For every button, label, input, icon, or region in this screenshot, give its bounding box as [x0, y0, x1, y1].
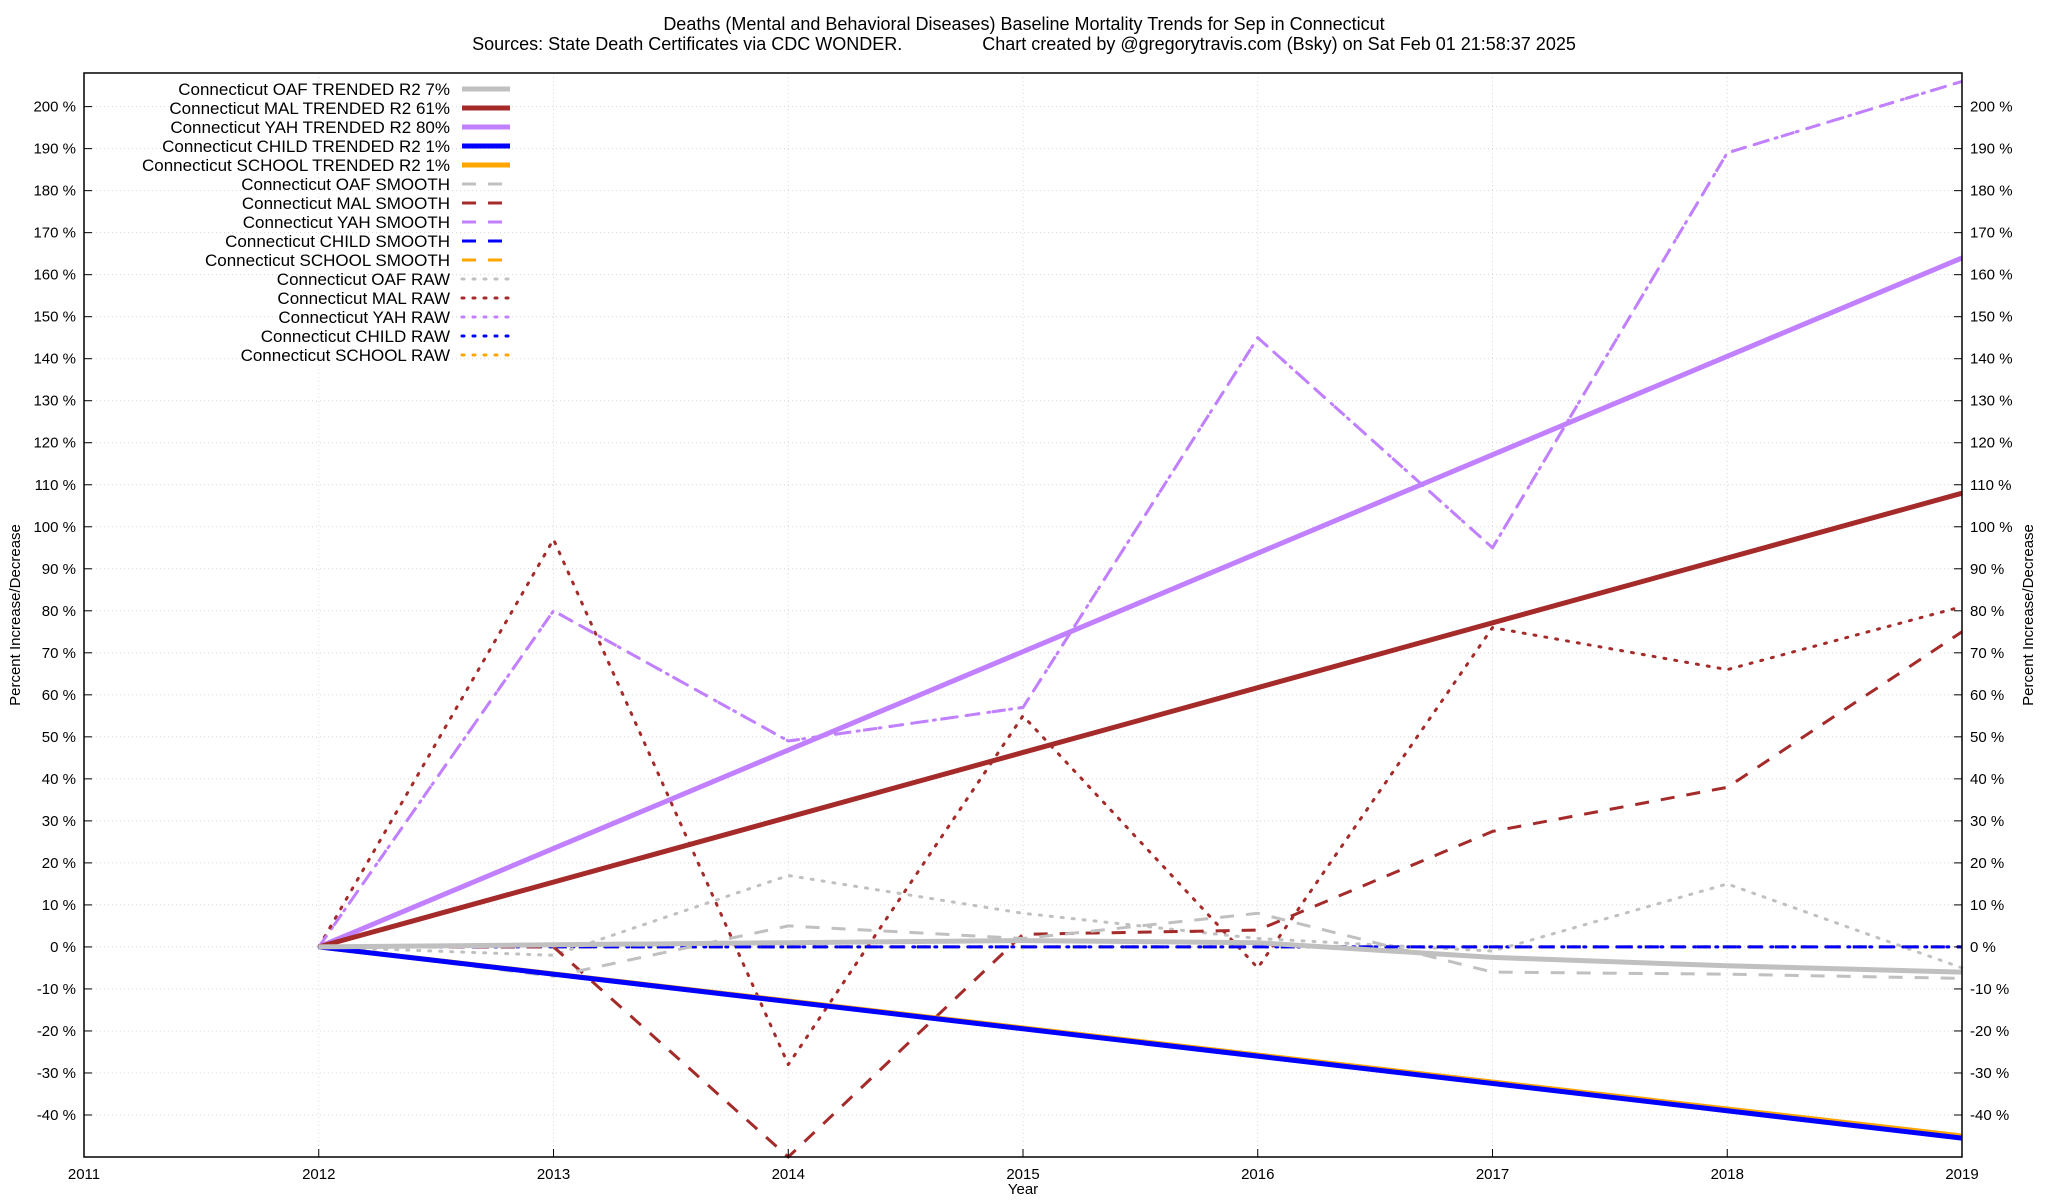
y-tick-label: 120 %	[33, 435, 76, 452]
series-line	[318, 490, 1963, 950]
y-tick-label: 90 %	[42, 561, 76, 578]
y-tick-label: -40 %	[37, 1107, 76, 1124]
y2-tick-label: 20 %	[1970, 855, 2004, 872]
legend-label: Connecticut SCHOOL SMOOTH	[205, 251, 450, 270]
series-lines	[317, 79, 1964, 1159]
y-tick-label: 200 %	[33, 99, 76, 116]
y2-axis-label: Percent Increase/Decrease	[2020, 524, 2037, 706]
y2-tick-label: 110 %	[1970, 477, 2011, 494]
series-line	[317, 537, 1964, 1067]
chart-title: Deaths (Mental and Behavioral Diseases) …	[663, 14, 1384, 34]
legend-label: Connecticut OAF SMOOTH	[241, 175, 450, 194]
legend-label: Connecticut CHILD TRENDED R2 1%	[162, 137, 450, 156]
x-axis-label: Year	[1008, 1181, 1038, 1198]
x-tick-label: 2018	[1711, 1166, 1744, 1183]
x-tick-label: 2016	[1241, 1166, 1274, 1183]
y-tick-label: 20 %	[42, 855, 76, 872]
y2-tick-label: -40 %	[1970, 1107, 2009, 1124]
x-tick-label: 2012	[302, 1166, 335, 1183]
legend-label: Connecticut YAH TRENDED R2 80%	[170, 118, 450, 137]
y2-tick-label: 160 %	[1970, 267, 2013, 284]
x-tick-label: 2017	[1476, 1166, 1509, 1183]
legend-label: Connecticut CHILD SMOOTH	[225, 232, 450, 251]
y-tick-label: 150 %	[33, 309, 76, 326]
y2-tick-label: 200 %	[1970, 99, 2013, 116]
y-tick-label: 140 %	[33, 351, 76, 368]
y-tick-label: 180 %	[33, 183, 76, 200]
y2-tick-label: -30 %	[1970, 1065, 2009, 1082]
y-tick-label: 70 %	[42, 645, 76, 662]
y-tick-label: 130 %	[33, 393, 76, 410]
y2-tick-label: 90 %	[1970, 561, 2004, 578]
y-tick-label: 50 %	[42, 729, 76, 746]
y-tick-label: -10 %	[37, 981, 76, 998]
legend-label: Connecticut SCHOOL RAW	[241, 346, 450, 365]
y2-tick-label: 150 %	[1970, 309, 2013, 326]
y-tick-label: 30 %	[42, 813, 76, 830]
y-tick-label: 100 %	[33, 519, 76, 536]
series-line	[318, 938, 1963, 975]
x-tick-label: 2011	[68, 1166, 100, 1183]
series-line	[317, 79, 1964, 949]
y2-tick-label: 120 %	[1970, 435, 2013, 452]
y2-tick-label: 30 %	[1970, 813, 2004, 830]
legend-label: Connecticut OAF RAW	[277, 270, 450, 289]
legend-label: Connecticut MAL RAW	[277, 289, 450, 308]
y-tick-label: 160 %	[33, 267, 76, 284]
y2-tick-label: 0 %	[1970, 939, 1996, 956]
x-tick-label: 2019	[1945, 1166, 1978, 1183]
y2-tick-label: 40 %	[1970, 771, 2004, 788]
y2-tick-label: -20 %	[1970, 1023, 2009, 1040]
y2-tick-label: 130 %	[1970, 393, 2013, 410]
y2-tick-label: 170 %	[1970, 225, 2013, 242]
y-tick-label: 0 %	[50, 939, 76, 956]
y2-tick-label: 10 %	[1970, 897, 2004, 914]
y2-tick-label: 80 %	[1970, 603, 2004, 620]
legend-label: Connecticut MAL SMOOTH	[242, 194, 450, 213]
y-tick-label: 190 %	[33, 141, 76, 158]
chart-subtitle: Sources: State Death Certificates via CD…	[472, 34, 1576, 54]
legend-label: Connecticut SCHOOL TRENDED R2 1%	[142, 156, 450, 175]
y2-tick-label: 180 %	[1970, 183, 2013, 200]
y-tick-label: 80 %	[42, 603, 76, 620]
axis-ticks: 200 % 200 % 190 % 190 % 180 % 180 % 170 % 170 %…	[33, 99, 2012, 1183]
y2-tick-label: 50 %	[1970, 729, 2004, 746]
y-tick-label: 40 %	[42, 771, 76, 788]
y-tick-label: 170 %	[33, 225, 76, 242]
y2-tick-label: -10 %	[1970, 981, 2009, 998]
legend: Connecticut OAF TRENDED R2 7%Connecticut…	[142, 80, 512, 365]
series-line	[318, 911, 1963, 980]
series-line	[317, 79, 1963, 948]
x-tick-label: 2014	[772, 1166, 805, 1183]
legend-label: Connecticut YAH RAW	[278, 308, 450, 327]
legend-label: Connecticut OAF TRENDED R2 7%	[178, 80, 450, 99]
y2-tick-label: 100 %	[1970, 519, 2013, 536]
y2-tick-label: 70 %	[1970, 645, 2004, 662]
y2-tick-label: 190 %	[1970, 141, 2013, 158]
legend-label: Connecticut MAL TRENDED R2 61%	[169, 99, 450, 118]
y-tick-label: 110 %	[35, 477, 76, 494]
y-tick-label: -30 %	[37, 1065, 76, 1082]
series-line	[317, 255, 1963, 950]
series-line	[317, 874, 1964, 970]
y-tick-label: -20 %	[37, 1023, 76, 1040]
y2-tick-label: 60 %	[1970, 687, 2004, 704]
y-tick-label: 10 %	[42, 897, 76, 914]
y-tick-label: 60 %	[42, 687, 76, 704]
x-tick-label: 2015	[1006, 1166, 1039, 1183]
legend-label: Connecticut YAH SMOOTH	[243, 213, 450, 232]
y2-tick-label: 140 %	[1970, 351, 2013, 368]
series-line	[318, 630, 1963, 1159]
series-line	[318, 944, 1963, 1141]
legend-label: Connecticut CHILD RAW	[261, 327, 450, 346]
y-axis-label: Percent Increase/Decrease	[7, 524, 24, 706]
x-tick-label: 2013	[537, 1166, 570, 1183]
